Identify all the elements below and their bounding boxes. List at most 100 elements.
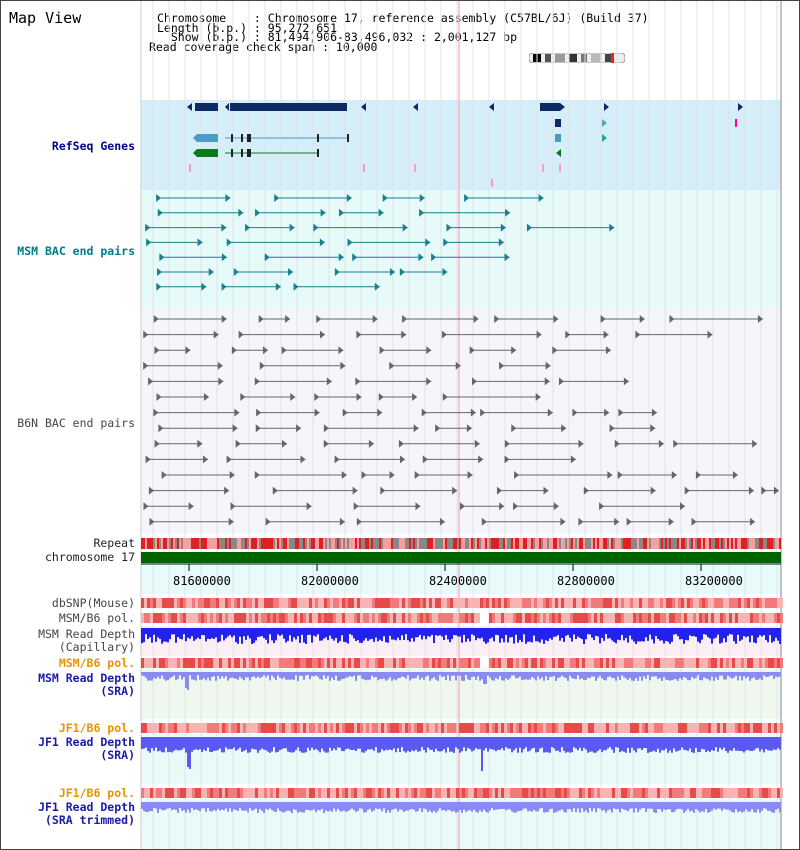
read-depth-bar [233, 672, 235, 679]
b6n-bac-end [217, 361, 223, 370]
polymorphism-cell [270, 598, 273, 608]
read-depth-bar [619, 737, 621, 753]
read-depth-bar [605, 737, 607, 751]
polymorphism-cell [531, 723, 534, 733]
read-depth-bar [227, 628, 229, 637]
polymorphism-cell [486, 598, 489, 608]
polymorphism-cell [279, 723, 282, 733]
read-depth-bar [655, 672, 657, 677]
polymorphism-cell [660, 598, 663, 608]
polymorphism-cell [150, 613, 153, 623]
read-depth-bar [691, 802, 693, 811]
read-depth-bar [327, 672, 329, 676]
polymorphism-cell [165, 658, 168, 668]
polymorphism-cell [549, 613, 552, 623]
repeat-segment [351, 538, 353, 549]
polymorphism-cell [510, 613, 513, 623]
read-depth-bar [261, 672, 263, 678]
polymorphism-cell [498, 598, 501, 608]
b6n-bac-label[interactable]: B6N BAC end pairs [17, 416, 135, 430]
jf1-b6-pol-label[interactable]: JF1/B6 pol. [58, 721, 135, 735]
polymorphism-cell [177, 613, 180, 623]
read-depth-bar [371, 672, 373, 676]
read-depth-bar [499, 737, 501, 750]
read-depth-bar [637, 737, 639, 749]
read-depth-bar [695, 628, 697, 637]
polymorphism-cell [543, 598, 546, 608]
read-depth-bar [239, 737, 241, 748]
read-depth-bar [695, 672, 697, 678]
read-depth-bar [689, 672, 691, 681]
polymorphism-cell [225, 658, 228, 668]
polymorphism-cell [390, 788, 393, 798]
polymorphism-cell [516, 788, 519, 798]
read-depth-bar [183, 802, 185, 811]
polymorphism-cell [333, 613, 336, 623]
read-depth-bar [681, 802, 683, 810]
read-depth-bar [383, 737, 385, 751]
repeat-segment [305, 538, 307, 549]
read-depth-bar [389, 737, 391, 750]
polymorphism-cell [540, 598, 543, 608]
jf1-depth-sra-label[interactable]: JF1 Read Depth [38, 735, 135, 749]
msm-bac-end [402, 223, 408, 232]
read-depth-bar [383, 628, 385, 637]
polymorphism-cell [195, 723, 198, 733]
repeat-segment [519, 538, 521, 549]
read-depth-bar [553, 628, 555, 637]
polymorphism-cell [414, 613, 417, 623]
polymorphism-cell [420, 788, 423, 798]
msm-bac-end [245, 223, 251, 232]
polymorphism-cell [756, 613, 759, 623]
polymorphism-cell [405, 613, 408, 623]
polymorphism-cell [747, 598, 750, 608]
msm-depth-sra-label[interactable]: MSM Read Depth [38, 671, 135, 685]
read-depth-bar [253, 802, 255, 810]
polymorphism-cell [309, 788, 312, 798]
msm-b6-pol-label[interactable]: MSM/B6 pol. [58, 611, 135, 625]
read-depth-bar [599, 628, 601, 644]
polymorphism-cell [522, 598, 525, 608]
polymorphism-cell [198, 613, 201, 623]
read-depth-bar [405, 802, 407, 811]
read-depth-bar [259, 737, 261, 751]
msm-b6-pol-sra-label[interactable]: MSM/B6 pol. [58, 656, 135, 670]
read-depth-bar [773, 802, 775, 813]
chromosome-label[interactable]: chromosome 17 [44, 550, 135, 564]
b6n-bac-end [259, 361, 265, 370]
repeat-label[interactable]: Repeat [93, 536, 135, 550]
jf1-b6-pol-trim-label[interactable]: JF1/B6 pol. [58, 786, 135, 800]
read-depth-bar [717, 802, 719, 809]
read-depth-bar [733, 672, 735, 678]
polymorphism-cell [462, 788, 465, 798]
msm-bac-end [498, 238, 504, 247]
jf1-depth-trim-label[interactable]: JF1 Read Depth [38, 800, 135, 814]
read-depth-bar [499, 802, 501, 810]
read-depth-bar [293, 672, 295, 680]
refseq-genes-label[interactable]: RefSeq Genes [51, 139, 135, 153]
read-depth-bar [295, 672, 297, 676]
msm-depth-capillary-label[interactable]: MSM Read Depth [38, 627, 135, 641]
read-depth-bar [149, 737, 151, 753]
repeat-segment [235, 538, 237, 549]
polymorphism-cell [573, 598, 576, 608]
read-depth-bar [713, 802, 715, 809]
polymorphism-cell [666, 598, 669, 608]
read-depth-bar [733, 737, 735, 749]
repeat-segment [465, 538, 467, 549]
read-depth-bar [273, 737, 275, 748]
polymorphism-cell [570, 723, 573, 733]
polymorphism-cell [480, 598, 483, 608]
read-depth-bar [557, 672, 559, 678]
msm-bac-label[interactable]: MSM BAC end pairs [17, 244, 135, 258]
read-depth-bar [299, 737, 301, 752]
dbsnp-label[interactable]: dbSNP(Mouse) [51, 596, 135, 610]
repeat-segment [445, 538, 447, 549]
read-depth-bar [601, 672, 603, 679]
read-depth-bar [509, 737, 511, 749]
read-depth-bar [745, 737, 747, 751]
polymorphism-cell [228, 723, 231, 733]
polymorphism-cell [561, 598, 564, 608]
read-depth-bar [621, 672, 623, 676]
